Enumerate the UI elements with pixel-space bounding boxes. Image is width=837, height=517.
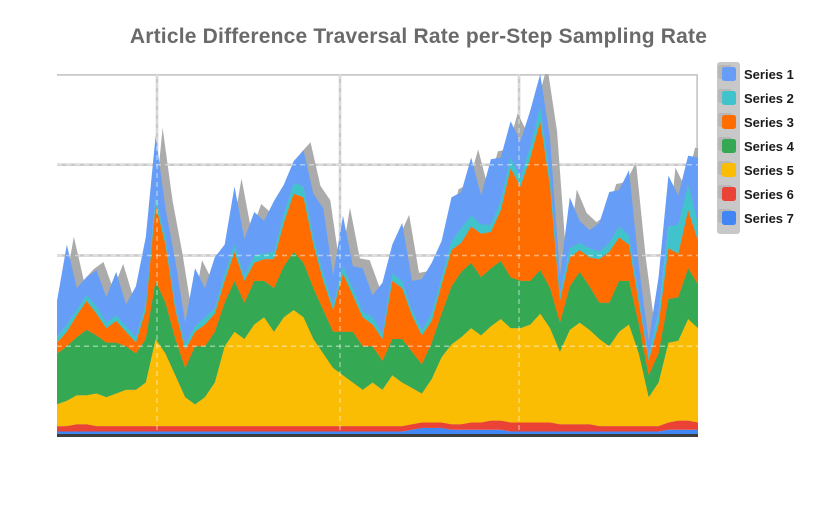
legend-item: Series 5 xyxy=(722,158,834,182)
legend-item-label: Series 6 xyxy=(744,186,794,202)
legend-color-swatch xyxy=(722,163,736,177)
legend-item-label: Series 4 xyxy=(744,138,794,154)
area-series-series-5 xyxy=(57,309,698,427)
legend-color-swatch xyxy=(722,67,736,81)
legend-item-label: Series 5 xyxy=(744,162,794,178)
legend-item-label: Series 1 xyxy=(744,66,794,82)
legend-item: Series 2 xyxy=(722,86,834,110)
legend-item-label: Series 3 xyxy=(744,114,794,130)
legend-color-swatch xyxy=(722,187,736,201)
area-series-series-3 xyxy=(57,121,698,376)
legend-color-swatch xyxy=(722,211,736,225)
legend-color-swatch xyxy=(722,139,736,153)
area-series-series-4 xyxy=(57,251,698,405)
area-series-series-1 xyxy=(57,74,698,356)
stacked-area-chart xyxy=(57,74,698,437)
legend-color-swatch xyxy=(722,115,736,129)
legend-item: Series 1 xyxy=(722,62,834,86)
legend: Series 1 Series 2 Series 3 Series 4 Series 5… xyxy=(722,62,834,230)
legend-item: Series 3 xyxy=(722,110,834,134)
chart-title: Article Difference Traversal Rate per-St… xyxy=(129,25,708,48)
legend-item: Series 4 xyxy=(722,134,834,158)
legend-item-label: Series 2 xyxy=(744,90,794,106)
legend-item: Series 7 xyxy=(722,206,834,230)
legend-item: Series 6 xyxy=(722,182,834,206)
legend-item-label: Series 7 xyxy=(744,210,794,226)
plot-area[interactable] xyxy=(57,74,698,437)
legend-color-swatch xyxy=(722,91,736,105)
